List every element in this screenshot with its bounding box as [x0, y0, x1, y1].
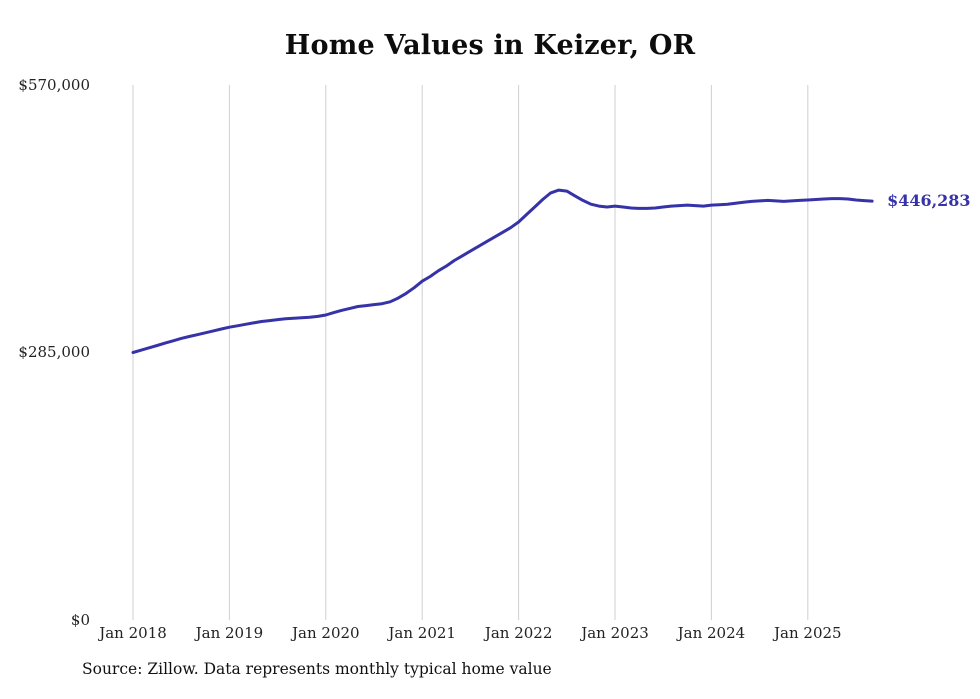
x-axis-tick-2018: Jan 2018: [99, 624, 167, 642]
x-axis-tick-2021: Jan 2021: [388, 624, 456, 642]
y-axis-tick-0: $0: [70, 611, 90, 629]
value-line: [131, 188, 874, 354]
y-axis-tick-285000: $285,000: [18, 343, 90, 361]
x-axis-tick-2020: Jan 2020: [292, 624, 360, 642]
x-axis-tick-2025: Jan 2025: [774, 624, 842, 642]
x-axis-tick-2022: Jan 2022: [484, 624, 553, 642]
source-note: Source: Zillow. Data represents monthly …: [82, 660, 552, 678]
x-axis-tick-2024: Jan 2024: [677, 624, 746, 642]
chart-title: Home Values in Keizer, OR: [284, 30, 696, 61]
x-axis-tick-2023: Jan 2023: [581, 624, 649, 642]
x-axis-tick-2019: Jan 2019: [195, 624, 264, 642]
end-value-label: $446,283: [887, 191, 971, 211]
y-axis-tick-570000: $570,000: [18, 76, 90, 94]
